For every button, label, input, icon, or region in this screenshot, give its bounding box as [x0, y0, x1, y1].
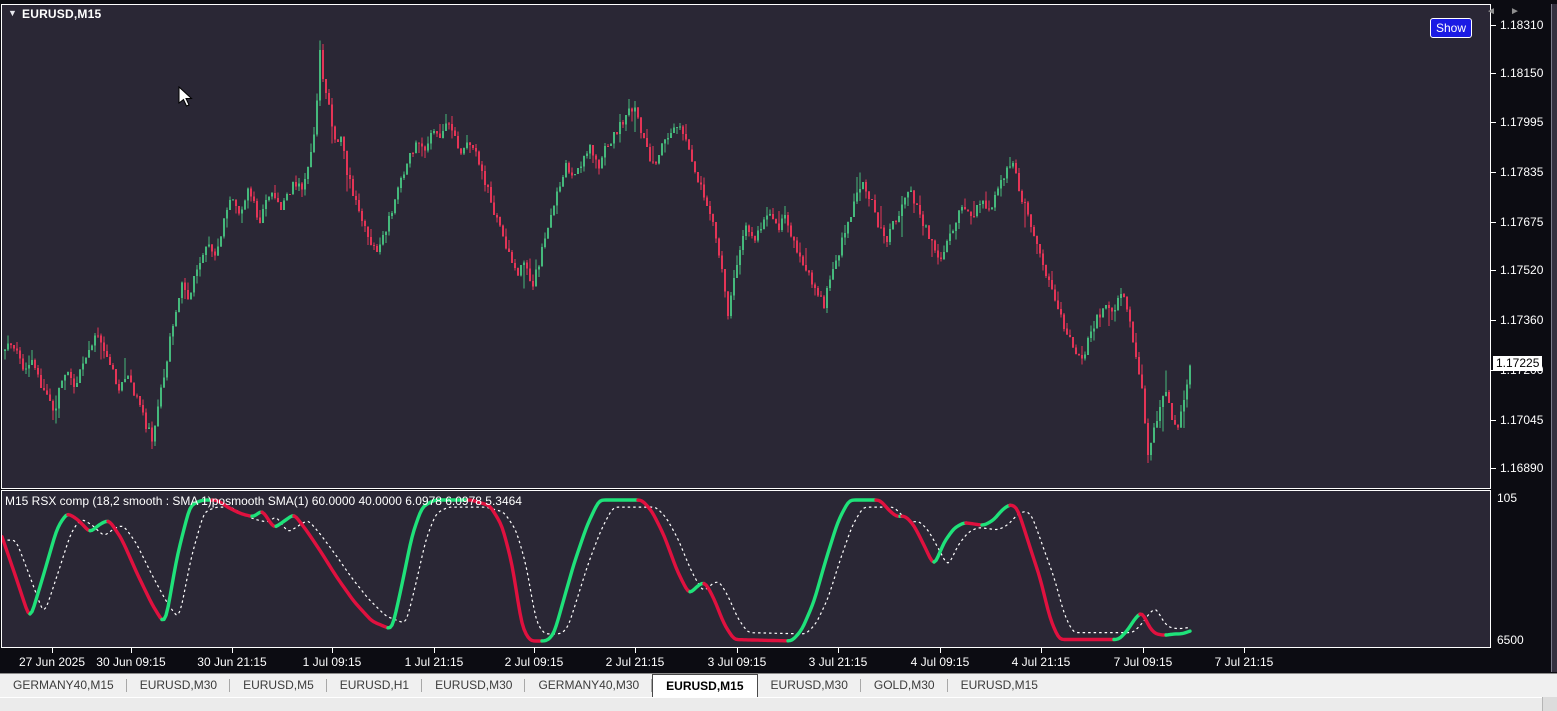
status-bar	[0, 697, 1557, 711]
chart-tabs-bar: GERMANY40,M15 EURUSD,M30 EURUSD,M5 EURUSD,H…	[0, 673, 1557, 697]
time-axis-tick	[534, 648, 535, 653]
time-axis-tick	[1143, 648, 1144, 653]
time-axis-label: 30 Jun 09:15	[96, 655, 166, 669]
time-axis-tick	[232, 648, 233, 653]
current-price-label: 1.17225	[1493, 356, 1543, 371]
price-axis-label: 1.17520	[1500, 263, 1544, 277]
price-axis-tick	[1491, 320, 1496, 321]
time-axis-tick	[1244, 648, 1245, 653]
time-axis-label: 4 Jul 09:15	[910, 655, 970, 669]
chart-tab[interactable]: EURUSD,H1	[327, 674, 423, 697]
price-axis-label: 1.18310	[1500, 18, 1544, 32]
indicator-scale-bottom: 6500	[1497, 633, 1524, 647]
price-axis-tick	[1491, 468, 1496, 469]
time-axis[interactable]: 27 Jun 2025 30 Jun 09:15 30 Jun 21:15 1 Jul…	[0, 648, 1491, 672]
chart-tab[interactable]: GERMANY40,M15	[0, 674, 127, 697]
indicator-scale-top: 105	[1497, 491, 1518, 505]
price-axis-tick	[1491, 122, 1496, 123]
time-axis-tick	[1041, 648, 1042, 653]
price-axis-label: 1.17045	[1500, 413, 1544, 427]
time-axis-tick	[332, 648, 333, 653]
chart-title: EURUSD,M15	[22, 7, 102, 21]
price-axis-label: 1.17360	[1500, 313, 1544, 327]
price-axis-label: 1.17835	[1500, 165, 1544, 179]
time-axis-label: 4 Jul 21:15	[1011, 655, 1071, 669]
price-axis-label: 1.16890	[1500, 461, 1544, 475]
time-axis-label: 27 Jun 2025	[18, 655, 86, 669]
time-axis-label: 7 Jul 09:15	[1113, 655, 1173, 669]
price-chart-pane[interactable]	[1, 4, 1491, 489]
indicator-label: M15 RSX comp (18,2 smooth : SMA 1)posmoo…	[5, 494, 522, 508]
chart-tab[interactable]: EURUSD,M15	[960, 678, 1038, 692]
time-axis-label: 2 Jul 09:15	[504, 655, 564, 669]
time-axis-tick	[52, 648, 53, 653]
chart-tab[interactable]: EURUSD,M30	[422, 674, 526, 697]
time-axis-tick	[635, 648, 636, 653]
time-axis-label: 1 Jul 21:15	[404, 655, 464, 669]
time-axis-label: 2 Jul 21:15	[605, 655, 665, 669]
price-axis-tick	[1491, 270, 1496, 271]
time-axis-tick	[940, 648, 941, 653]
candlestick-chart[interactable]	[2, 5, 1490, 488]
time-axis-label: 3 Jul 21:15	[808, 655, 868, 669]
time-axis-tick	[131, 648, 132, 653]
rsx-indicator-chart[interactable]	[2, 491, 1490, 647]
chart-tab[interactable]: EURUSD,M5	[230, 674, 327, 697]
chart-tab[interactable]: GOLD,M30	[861, 674, 948, 697]
price-axis-tick	[1491, 222, 1496, 223]
symbol-dropdown-icon[interactable]: ▼	[8, 8, 17, 18]
price-axis-label: 1.17995	[1500, 115, 1544, 129]
time-axis-label: 3 Jul 09:15	[707, 655, 767, 669]
indicator-pane[interactable]	[1, 490, 1491, 648]
time-axis-label: 7 Jul 21:15	[1214, 655, 1274, 669]
price-axis-tick	[1491, 420, 1496, 421]
chart-tab[interactable]: EURUSD,M30	[758, 674, 862, 697]
price-axis-label: 1.18150	[1500, 66, 1544, 80]
time-axis-tick	[838, 648, 839, 653]
mouse-cursor	[178, 86, 193, 107]
chart-tab[interactable]: EURUSD,M30	[127, 674, 231, 697]
price-axis-tick	[1491, 172, 1496, 173]
chart-tab[interactable]: EURUSD,M15	[652, 674, 758, 697]
tabs-scroll-left-icon[interactable]: ◄	[1486, 6, 1496, 17]
time-axis-label: 1 Jul 09:15	[302, 655, 362, 669]
resize-grip[interactable]	[1542, 697, 1557, 711]
price-axis-tick	[1491, 73, 1496, 74]
window-right-edge	[1551, 4, 1552, 672]
price-axis[interactable]: 1.18310 1.18150 1.17995 1.17835 1.17675 1.175…	[1491, 0, 1551, 648]
window-right-fill	[1552, 4, 1557, 672]
chart-tab[interactable]: GERMANY40,M30	[525, 674, 652, 697]
time-axis-tick	[434, 648, 435, 653]
tabs-scroll-right-icon[interactable]: ►	[1510, 6, 1520, 17]
price-axis-tick	[1491, 25, 1496, 26]
time-axis-tick	[737, 648, 738, 653]
time-axis-label: 30 Jun 21:15	[197, 655, 267, 669]
price-axis-label: 1.17675	[1500, 215, 1544, 229]
show-button[interactable]: Show	[1430, 18, 1472, 38]
